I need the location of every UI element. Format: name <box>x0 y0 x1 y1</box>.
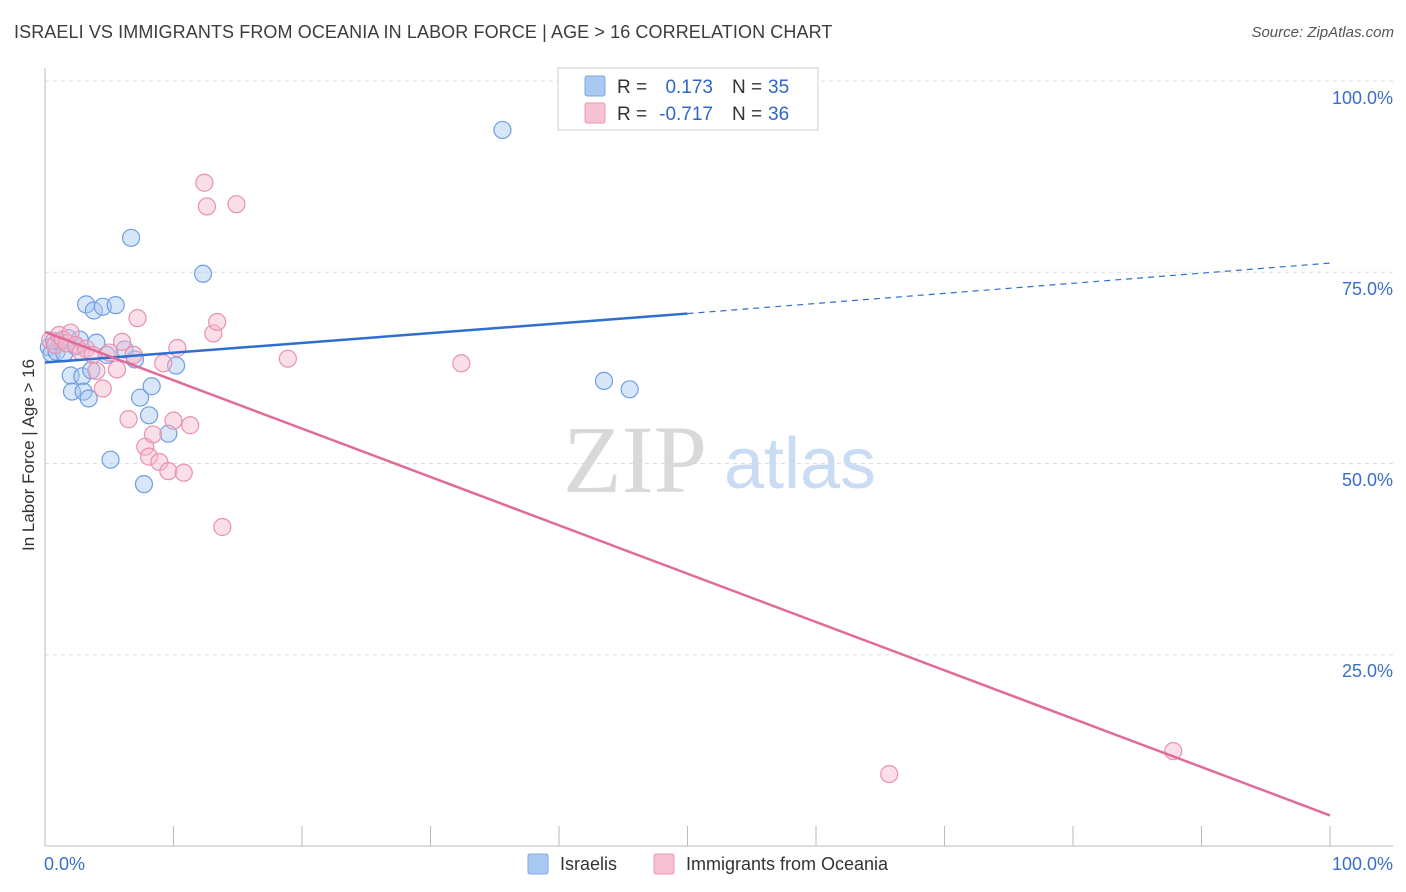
watermark-atlas: atlas <box>724 424 876 504</box>
y-tick-label-100: 100.0% <box>1332 88 1393 108</box>
bottom-legend-label-oceania: Immigrants from Oceania <box>686 854 889 874</box>
series-israelis-points <box>39 120 639 494</box>
y-tick-label-50: 50.0% <box>1342 470 1393 490</box>
oceania-point <box>213 517 232 537</box>
israelis-trend-line <box>44 312 688 364</box>
trend-lines <box>44 262 1331 817</box>
oceania-point <box>143 425 163 444</box>
y-tick-label-25: 25.0% <box>1342 661 1393 681</box>
source-label: Source: ZipAtlas.com <box>1251 24 1394 41</box>
stats-legend: R = 0.173 N = 35 R = -0.717 N = 36 <box>557 67 819 131</box>
x-tick-label-100: 100.0% <box>1332 854 1393 874</box>
oceania-point <box>154 354 173 373</box>
israelis-point <box>142 377 161 396</box>
oceania-point <box>197 197 217 216</box>
israelis-point <box>594 371 614 390</box>
israelis-point <box>493 120 512 140</box>
watermark-zip: ZIP <box>563 406 707 513</box>
israelis-point <box>101 450 120 469</box>
oceania-point <box>87 361 106 381</box>
oceania-trend-line <box>44 330 1331 817</box>
legend-n-label-israelis: N = <box>732 77 762 98</box>
legend-r-value-oceania: -0.717 <box>659 104 713 125</box>
x-tick-label-0: 0.0% <box>44 854 85 874</box>
israelis-point <box>121 228 141 247</box>
israelis-trend-extension <box>687 262 1331 315</box>
x-axis-ticks <box>173 826 1331 846</box>
oceania-point <box>204 324 223 343</box>
legend-r-label-oceania: R = <box>617 104 647 125</box>
legend-n-label-oceania: N = <box>732 104 762 125</box>
israelis-point <box>193 264 213 283</box>
oceania-point <box>139 447 159 466</box>
oceania-point <box>107 360 127 379</box>
oceania-point <box>164 411 183 430</box>
legend-r-value-israelis: 0.173 <box>665 77 713 98</box>
legend-r-label-israelis: R = <box>617 77 647 98</box>
oceania-point <box>181 416 200 435</box>
israelis-point <box>79 389 98 408</box>
oceania-point <box>195 173 214 192</box>
bottom-legend-swatch-oceania <box>653 853 675 875</box>
israelis-point <box>84 301 103 320</box>
israelis-point <box>134 475 154 494</box>
legend-swatch-israelis <box>584 75 606 97</box>
legend-n-value-oceania: 36 <box>768 104 789 125</box>
oceania-point <box>174 463 193 482</box>
gridlines <box>45 80 1393 656</box>
oceania-point <box>119 410 138 429</box>
bottom-legend-swatch-israelis <box>527 853 549 875</box>
israelis-point <box>620 380 639 399</box>
oceania-point <box>880 764 899 784</box>
legend-n-value-israelis: 35 <box>768 77 789 98</box>
bottom-legend-label-israelis: Israelis <box>560 854 617 874</box>
y-axis-label: In Labor Force | Age > 16 <box>19 359 38 551</box>
israelis-point <box>82 361 101 380</box>
oceania-point <box>208 312 227 332</box>
israelis-point <box>139 406 159 425</box>
oceania-point <box>159 462 178 481</box>
oceania-point <box>112 332 132 351</box>
israelis-point <box>130 388 150 407</box>
oceania-point <box>93 379 112 398</box>
y-tick-label-75: 75.0% <box>1342 279 1393 299</box>
oceania-point <box>452 354 471 373</box>
chart-title: ISRAELI VS IMMIGRANTS FROM OCEANIA IN LA… <box>14 22 833 42</box>
legend-swatch-oceania <box>584 102 606 124</box>
oceania-point <box>128 309 147 328</box>
israelis-point <box>106 296 125 315</box>
oceania-point <box>278 349 297 368</box>
oceania-point <box>227 195 246 214</box>
israelis-point <box>73 367 92 386</box>
bottom-legend: Israelis Immigrants from Oceania <box>527 853 889 875</box>
